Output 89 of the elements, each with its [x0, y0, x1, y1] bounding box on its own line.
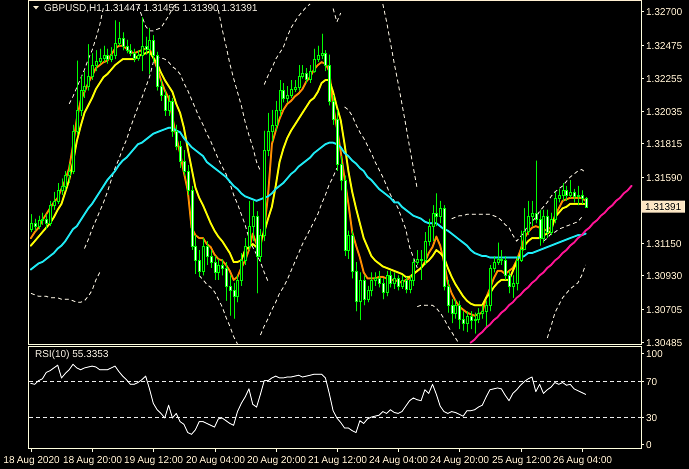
line-series	[470, 184, 632, 344]
candlestick	[474, 312, 477, 334]
y-tick-label: 1.32475	[646, 41, 683, 52]
candlestick	[49, 200, 52, 227]
candlestick	[470, 310, 473, 330]
candlestick	[294, 80, 297, 92]
candlestick	[126, 39, 129, 54]
line-series	[84, 57, 269, 282]
y-tick-label: 1.31590	[646, 173, 683, 184]
candlestick	[114, 20, 117, 60]
candlestick	[141, 16, 144, 72]
candlestick	[64, 170, 67, 191]
candlestick	[386, 270, 389, 297]
candlestick	[305, 68, 308, 84]
x-tick-label: 18 Aug 2020	[3, 455, 60, 466]
candlestick	[565, 185, 568, 202]
candlestick	[41, 212, 44, 226]
x-tick-label: 19 Aug 12:00	[124, 455, 184, 466]
candlestick	[405, 276, 408, 294]
y-tick-label: 1.30485	[646, 338, 683, 349]
candlestick	[38, 215, 41, 230]
y-tick-label: 1.31150	[646, 239, 682, 250]
y-tick-label: 0	[646, 440, 652, 451]
candlestick	[573, 188, 576, 203]
candlestick	[214, 256, 217, 280]
candlestick	[454, 298, 457, 320]
y-tick-label: 1.30930	[646, 271, 683, 282]
candlestick	[359, 272, 362, 321]
line-series	[30, 364, 586, 435]
candlestick	[145, 36, 148, 56]
y-tick-label: 70	[646, 377, 658, 388]
y-tick-label: 1.31815	[646, 139, 683, 150]
candlestick	[198, 250, 201, 278]
y-tick-label: 1.32700	[646, 7, 683, 18]
candlestick	[466, 310, 469, 333]
y-tick-label: 1.32255	[646, 74, 683, 85]
candlestick	[458, 300, 461, 330]
candlestick	[397, 274, 400, 291]
candlestick	[581, 190, 584, 204]
candlestick	[290, 80, 293, 98]
line-series	[30, 126, 587, 270]
candlestick	[546, 209, 549, 239]
candlestick	[481, 304, 484, 320]
y-tick-label: 100	[646, 349, 664, 360]
y-tick-label: 1.30705	[646, 305, 683, 316]
candlestick	[542, 209, 545, 244]
x-tick-label: 26 Aug 04:00	[553, 455, 612, 466]
candlestick	[99, 48, 102, 64]
candlestick	[401, 274, 404, 290]
candlestick	[122, 32, 125, 51]
candlestick	[137, 50, 140, 62]
x-tick-label: 18 Aug 20:00	[63, 455, 122, 466]
chart-title: RSI(10) 55.3353	[35, 349, 109, 360]
candlestick	[393, 272, 396, 290]
candlestick	[57, 182, 60, 204]
candlestick	[106, 48, 109, 64]
candlestick	[148, 27, 151, 75]
candlestick	[363, 274, 366, 306]
candlestick	[110, 46, 113, 63]
candlestick	[30, 214, 33, 233]
candlestick	[298, 64, 301, 91]
x-tick-label: 21 Aug 12:00	[308, 455, 368, 466]
candlestick	[129, 44, 132, 57]
x-tick-label: 24 Aug 04:00	[369, 455, 428, 466]
candlestick	[569, 179, 572, 198]
x-tick-label: 20 Aug 20:00	[247, 455, 306, 466]
chart-title: GBPUSD,H1 1.31447 1.31455 1.31390 1.31391	[44, 3, 258, 14]
candlestick	[87, 44, 90, 91]
candlestick	[103, 45, 106, 63]
candlestick	[577, 185, 580, 206]
text: 1.31391	[645, 202, 682, 214]
candlestick	[34, 218, 37, 232]
candlestick	[382, 278, 385, 300]
x-tick-label: 24 Aug 20:00	[430, 455, 490, 466]
candlestick	[133, 48, 136, 63]
candlestick	[225, 261, 228, 302]
candlestick	[164, 90, 167, 116]
candlestick	[562, 182, 565, 202]
x-tick-label: 25 Aug 12:00	[492, 455, 552, 466]
y-tick-label: 30	[646, 413, 658, 424]
candlestick	[217, 258, 220, 280]
candlestick	[539, 209, 542, 246]
candlestick	[585, 196, 588, 208]
candlestick	[435, 192, 438, 227]
candlestick	[497, 242, 500, 266]
y-tick-label: 1.32035	[646, 107, 683, 118]
candlestick	[286, 86, 289, 103]
candlestick	[233, 282, 236, 320]
x-tick-label: 20 Aug 04:00	[186, 455, 246, 466]
